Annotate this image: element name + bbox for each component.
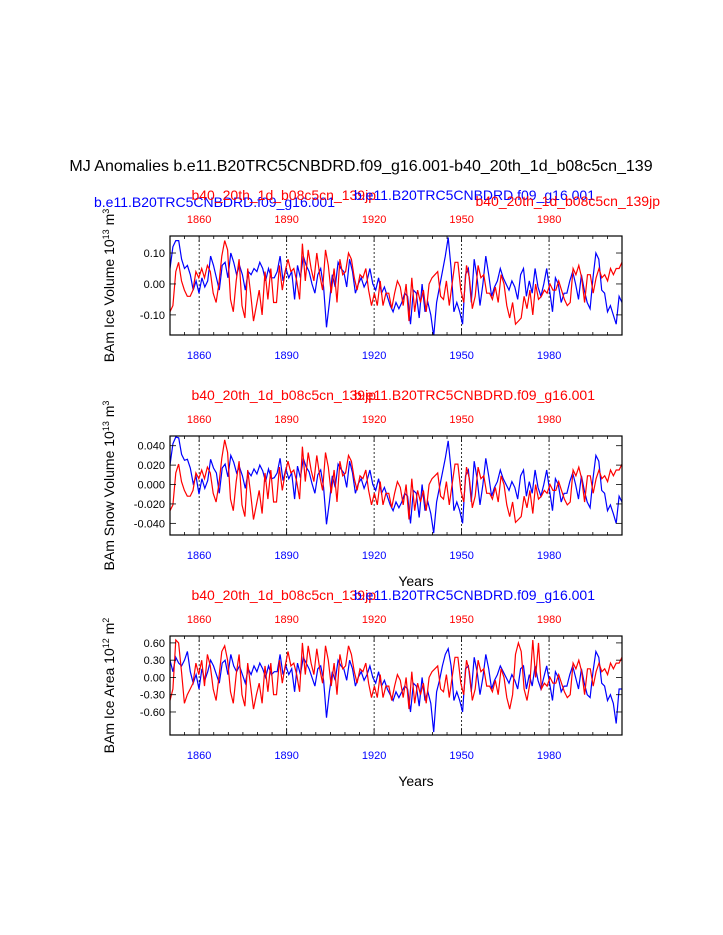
y-tick-label--0.040: -0.040	[134, 518, 165, 530]
x-axis-label: Years	[398, 573, 433, 589]
x-tick-label-bottom-1920: 1920	[362, 550, 386, 562]
x-tick-label-bottom-1980: 1980	[537, 550, 561, 562]
x-tick-label-top-1920: 1920	[362, 214, 386, 226]
x-tick-label-top-1890: 1890	[274, 214, 298, 226]
series-line-red	[170, 439, 622, 524]
x-tick-label-bottom-1920: 1920	[362, 350, 386, 362]
x-tick-label-top-1980: 1980	[537, 614, 561, 626]
chart-panel-2: 1860 1860 1890 1890 1920 1920 1950 1950 1980 1980…	[101, 387, 623, 589]
y-tick-label-0.00: 0.00	[144, 279, 165, 291]
figure-title: MJ Anomalies b.e11.B20TRC5CNBDRD.f09_g16…	[69, 158, 652, 175]
series-line-red	[170, 638, 622, 710]
series-line-blue	[170, 237, 622, 335]
series-line-blue	[170, 436, 622, 534]
run-label-center-right: b.e11.B20TRC5CNBDRD.f09_g16.001	[354, 387, 595, 403]
x-tick-label-bottom-1950: 1950	[449, 350, 473, 362]
chart-panel-3: 1860 1860 1890 1890 1920 1920 1950 1950 1980 1980…	[101, 587, 623, 789]
chart-panel-1: 1860 1860 1890 1890 1920 1920 1950 1950 1980 1980…	[94, 187, 660, 362]
y-tick-label-0.60: 0.60	[144, 638, 165, 650]
run-label-left: b.e11.B20TRC5CNBDRD.f09_g16.001	[94, 194, 335, 210]
y-tick-label-0.000: 0.000	[137, 480, 165, 492]
x-tick-label-bottom-1920: 1920	[362, 750, 386, 762]
plot-frame	[169, 435, 623, 536]
x-tick-label-top-1860: 1860	[187, 214, 211, 226]
y-tick-label-0.30: 0.30	[144, 655, 165, 667]
run-label-right: b40_20th_1d_b08c5cn_139jp	[475, 193, 660, 209]
y-tick-label--0.60: -0.60	[140, 707, 165, 719]
x-tick-label-bottom-1950: 1950	[449, 750, 473, 762]
y-tick-label-0.040: 0.040	[137, 441, 165, 453]
x-tick-label-bottom-1980: 1980	[537, 350, 561, 362]
run-label-center-right: b.e11.B20TRC5CNBDRD.f09_g16.001	[354, 187, 595, 203]
run-label-center-right: b.e11.B20TRC5CNBDRD.f09_g16.001	[354, 587, 595, 603]
y-tick-label--0.020: -0.020	[134, 499, 165, 511]
y-tick-label--0.30: -0.30	[140, 690, 165, 702]
x-tick-label-bottom-1890: 1890	[274, 550, 298, 562]
y-tick-label--0.10: -0.10	[140, 310, 165, 322]
x-tick-label-top-1860: 1860	[187, 414, 211, 426]
x-tick-label-top-1920: 1920	[362, 614, 386, 626]
run-label-center-left: b40_20th_1d_b08c5cn_139jp	[191, 187, 376, 203]
x-tick-label-top-1980: 1980	[537, 414, 561, 426]
x-axis-label: Years	[398, 773, 433, 789]
x-tick-label-bottom-1860: 1860	[187, 350, 211, 362]
x-tick-label-bottom-1950: 1950	[449, 550, 473, 562]
y-tick-label-0.00: 0.00	[144, 672, 165, 684]
run-label-center-left: b40_20th_1d_b08c5cn_139jp	[191, 587, 376, 603]
series-line-red	[170, 240, 622, 326]
series-line-blue	[170, 646, 622, 733]
y-axis-label: BAm Snow Volume 1013 m3	[101, 401, 117, 571]
x-tick-label-top-1860: 1860	[187, 614, 211, 626]
chart-panels: 1860 1860 1890 1890 1920 1920 1950 1950 1980 1980…	[94, 187, 660, 789]
x-tick-label-bottom-1860: 1860	[187, 750, 211, 762]
y-tick-label-0.10: 0.10	[144, 248, 165, 260]
y-axis-label: BAm Ice Area 1012 m2	[101, 618, 117, 754]
y-tick-label-0.020: 0.020	[137, 460, 165, 472]
x-tick-label-bottom-1980: 1980	[537, 750, 561, 762]
x-tick-label-top-1890: 1890	[274, 614, 298, 626]
x-tick-label-top-1980: 1980	[537, 214, 561, 226]
x-tick-label-bottom-1860: 1860	[187, 550, 211, 562]
x-tick-label-top-1890: 1890	[274, 414, 298, 426]
x-tick-label-top-1950: 1950	[449, 214, 473, 226]
x-tick-label-bottom-1890: 1890	[274, 750, 298, 762]
run-label-center-left: b40_20th_1d_b08c5cn_139jp	[191, 387, 376, 403]
y-axis-label: BAm Ice Volume 1013 m3	[101, 209, 117, 363]
x-tick-label-top-1950: 1950	[449, 414, 473, 426]
x-tick-label-top-1920: 1920	[362, 414, 386, 426]
x-tick-label-top-1950: 1950	[449, 614, 473, 626]
plot-frame	[169, 235, 623, 336]
plot-frame	[169, 635, 623, 736]
x-tick-label-bottom-1890: 1890	[274, 350, 298, 362]
